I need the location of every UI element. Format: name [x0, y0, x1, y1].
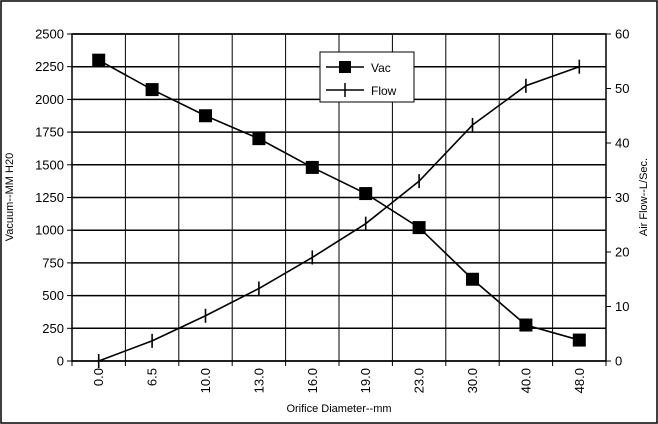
x-tick-label: 10.0 [198, 368, 213, 393]
legend-box [319, 51, 415, 103]
vac-marker [305, 160, 319, 174]
legend: Vac Flow [319, 51, 415, 103]
axes: 0 250 500 750 1000 1250 1500 1750 2000 2250 2500 0 1… [35, 27, 629, 394]
x-tick-label: 40.0 [518, 368, 533, 393]
legend-marker-vac [339, 61, 351, 73]
x-axis-title: Orifice Diameter--mm [286, 403, 391, 415]
y-tick-label: 1750 [35, 125, 64, 140]
vac-marker [519, 318, 533, 332]
y-tick-label: 1250 [35, 190, 64, 205]
y2-tick-label: 60 [615, 27, 629, 42]
vac-marker [252, 132, 266, 146]
y2-tick-label: 50 [615, 81, 629, 96]
legend-label-flow: Flow [371, 84, 397, 98]
x-tick-label: 48.0 [572, 368, 587, 393]
x-tick-label: 23.0 [412, 368, 427, 393]
y-tick-label: 1000 [35, 223, 64, 238]
y-axis-title: Vacuum--MM H20 [4, 153, 16, 241]
vac-marker [145, 83, 159, 97]
y-tick-label: 500 [42, 288, 64, 303]
x-tick-label: 13.0 [251, 368, 266, 393]
vac-marker [572, 333, 586, 347]
y-tick-label: 250 [42, 321, 64, 336]
y-tick-label: 0 [57, 354, 64, 369]
x-tick-label: 6.5 [145, 368, 160, 386]
y-tick-label: 2000 [35, 92, 64, 107]
series-line-vac [98, 59, 580, 341]
y2-tick-label: 30 [615, 190, 629, 205]
y2-axis-title: Air Flow--L/Sec. [638, 158, 650, 236]
series-line-flow [98, 65, 580, 362]
vac-marker [466, 272, 479, 286]
vac-marker [359, 187, 373, 201]
x-tick-label: 30.0 [465, 368, 480, 393]
vac-marker [92, 53, 106, 67]
vac-marker [199, 109, 212, 123]
y-tick-label: 2500 [35, 27, 64, 42]
legend-label-vac: Vac [371, 61, 391, 75]
series [92, 53, 586, 368]
x-tick-label: 0.0 [91, 368, 106, 386]
y2-tick-label: 10 [615, 299, 629, 314]
y-tick-label: 750 [42, 255, 64, 270]
y2-tick-label: 20 [615, 245, 629, 260]
y-tick-label: 2250 [35, 59, 64, 74]
y2-tick-label: 40 [615, 136, 629, 151]
x-tick-label: 19.0 [358, 368, 373, 393]
y-tick-label: 1500 [35, 157, 64, 172]
vac-marker [412, 221, 426, 235]
x-tick-label: 16.0 [305, 368, 320, 393]
y2-tick-label: 0 [615, 354, 622, 369]
